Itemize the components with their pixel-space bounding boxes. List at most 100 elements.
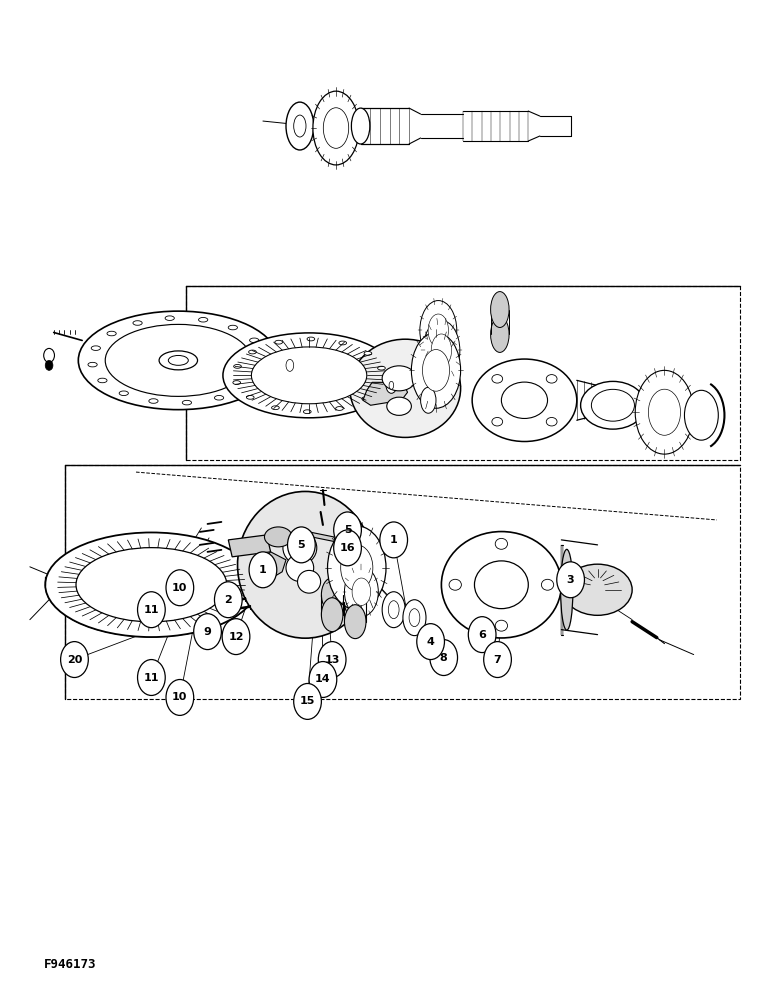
Ellipse shape	[307, 337, 315, 341]
Ellipse shape	[344, 585, 366, 619]
Ellipse shape	[423, 320, 460, 380]
Ellipse shape	[272, 406, 279, 410]
Ellipse shape	[409, 609, 420, 627]
Ellipse shape	[303, 410, 311, 414]
Ellipse shape	[275, 340, 283, 344]
Ellipse shape	[501, 382, 547, 418]
Text: 1: 1	[390, 535, 398, 545]
Ellipse shape	[159, 351, 198, 370]
Text: 14: 14	[315, 675, 330, 685]
Ellipse shape	[234, 364, 242, 368]
Ellipse shape	[44, 348, 55, 362]
Circle shape	[166, 570, 194, 606]
Circle shape	[287, 527, 315, 563]
Ellipse shape	[256, 370, 266, 375]
Ellipse shape	[223, 333, 395, 418]
Ellipse shape	[449, 579, 462, 590]
Ellipse shape	[327, 526, 386, 610]
Ellipse shape	[340, 545, 373, 591]
Ellipse shape	[313, 91, 359, 165]
Ellipse shape	[388, 601, 399, 619]
Ellipse shape	[472, 359, 577, 442]
Ellipse shape	[252, 347, 367, 404]
Ellipse shape	[541, 579, 554, 590]
Polygon shape	[363, 382, 408, 405]
Text: 6: 6	[478, 630, 486, 640]
Text: 12: 12	[229, 632, 244, 642]
Circle shape	[215, 582, 242, 618]
Ellipse shape	[386, 377, 397, 393]
Polygon shape	[229, 535, 271, 557]
Circle shape	[469, 617, 496, 653]
Ellipse shape	[46, 532, 258, 637]
Ellipse shape	[249, 350, 256, 354]
Ellipse shape	[238, 491, 373, 638]
Ellipse shape	[215, 396, 224, 400]
Ellipse shape	[581, 381, 645, 429]
Ellipse shape	[283, 531, 317, 565]
Circle shape	[318, 642, 346, 678]
Ellipse shape	[240, 385, 249, 390]
Ellipse shape	[420, 301, 457, 360]
Ellipse shape	[168, 355, 188, 365]
Text: 16: 16	[340, 543, 355, 553]
Text: 10: 10	[172, 583, 188, 593]
Ellipse shape	[78, 311, 279, 410]
Ellipse shape	[362, 397, 370, 401]
Ellipse shape	[286, 102, 313, 150]
Circle shape	[166, 680, 194, 715]
Circle shape	[222, 619, 250, 655]
Text: 8: 8	[440, 653, 448, 663]
Ellipse shape	[428, 314, 449, 347]
Text: 11: 11	[144, 605, 159, 615]
Ellipse shape	[350, 339, 461, 437]
Ellipse shape	[377, 382, 384, 386]
Circle shape	[137, 660, 165, 695]
Ellipse shape	[387, 397, 411, 415]
Ellipse shape	[648, 389, 681, 435]
Ellipse shape	[336, 407, 344, 410]
Ellipse shape	[246, 395, 254, 399]
Text: 4: 4	[427, 637, 435, 647]
Ellipse shape	[323, 108, 349, 148]
Ellipse shape	[421, 387, 436, 413]
Ellipse shape	[165, 316, 174, 320]
Ellipse shape	[364, 351, 372, 355]
Circle shape	[61, 642, 88, 678]
Text: 1: 1	[259, 565, 267, 575]
Ellipse shape	[286, 359, 293, 371]
Text: 15: 15	[300, 696, 315, 706]
Circle shape	[293, 683, 321, 719]
Ellipse shape	[297, 570, 320, 593]
Ellipse shape	[560, 549, 573, 630]
Ellipse shape	[249, 338, 259, 343]
Ellipse shape	[198, 317, 208, 322]
Ellipse shape	[107, 331, 117, 336]
Ellipse shape	[233, 381, 241, 384]
Ellipse shape	[46, 360, 53, 370]
Text: 7: 7	[493, 655, 501, 665]
Ellipse shape	[495, 620, 507, 631]
Ellipse shape	[685, 390, 718, 440]
Circle shape	[430, 640, 458, 676]
Ellipse shape	[286, 554, 313, 581]
Ellipse shape	[352, 578, 371, 605]
Ellipse shape	[378, 366, 385, 370]
Ellipse shape	[293, 115, 306, 137]
Circle shape	[137, 592, 165, 628]
Circle shape	[557, 562, 584, 598]
Ellipse shape	[339, 341, 347, 345]
Circle shape	[334, 530, 361, 566]
Ellipse shape	[492, 417, 503, 426]
Ellipse shape	[344, 567, 378, 617]
Ellipse shape	[282, 352, 297, 378]
Ellipse shape	[351, 108, 370, 144]
Ellipse shape	[321, 598, 343, 632]
Ellipse shape	[635, 370, 694, 454]
Circle shape	[309, 662, 337, 697]
Ellipse shape	[229, 325, 238, 330]
Ellipse shape	[403, 600, 426, 636]
Ellipse shape	[495, 538, 507, 549]
Text: 9: 9	[204, 627, 212, 637]
Ellipse shape	[149, 399, 158, 403]
